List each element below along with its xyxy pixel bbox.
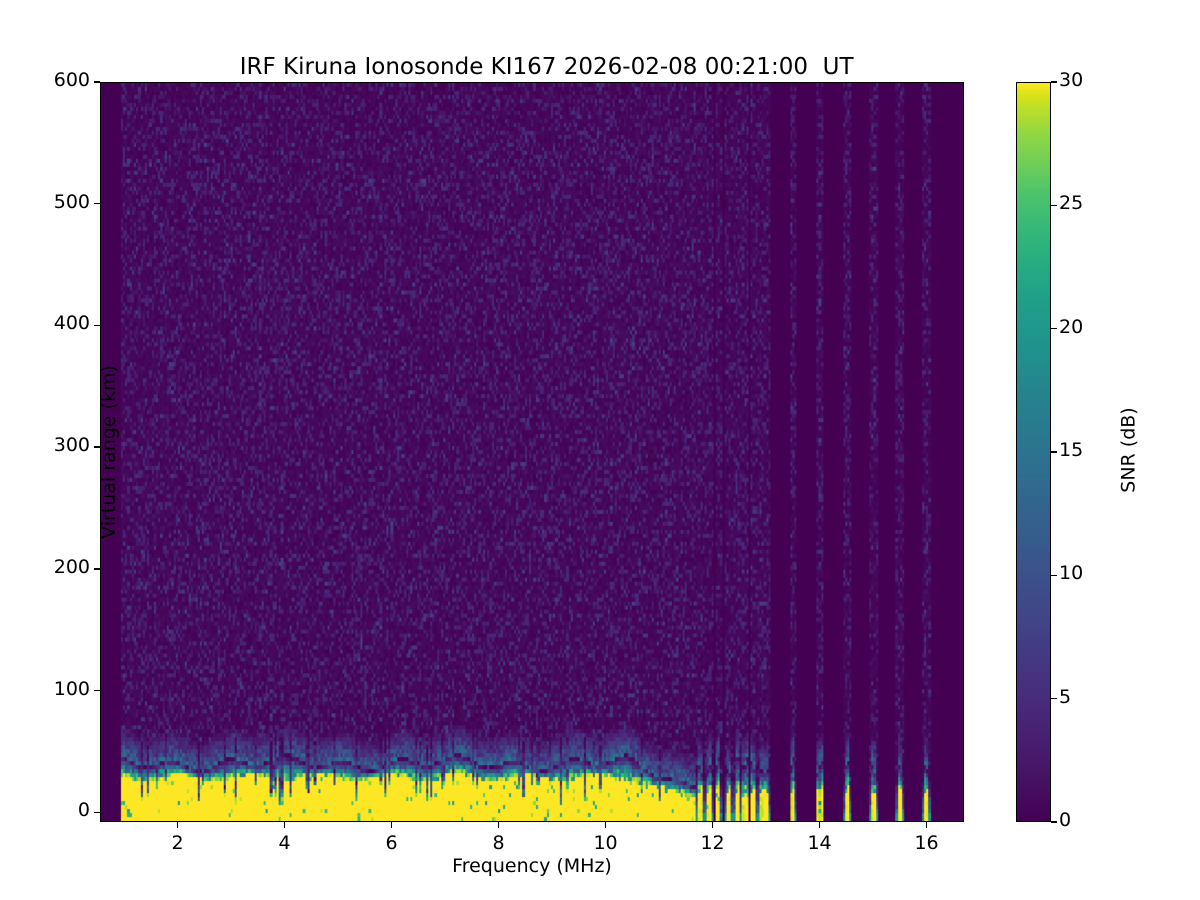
x-tick-mark (711, 822, 714, 828)
ionogram-heatmap (101, 83, 963, 821)
y-tick-label-400: 400 (53, 312, 90, 335)
y-tick-mark (94, 203, 100, 205)
colorbar-tick-label-15: 15 (1059, 439, 1084, 461)
y-tick-mark (94, 324, 100, 327)
x-tick-label-10: 10 (593, 832, 618, 854)
y-tick-label-600: 600 (53, 69, 90, 91)
y-tick-mark (94, 568, 100, 570)
x-tick-mark (390, 822, 393, 828)
colorbar-tick-label-30: 30 (1059, 69, 1084, 91)
x-tick-label-16: 16 (914, 832, 939, 854)
colorbar-tick-mark (1051, 204, 1057, 207)
x-tick-label-12: 12 (700, 832, 725, 854)
colorbar-tick-mark (1051, 81, 1057, 83)
y-tick-label-500: 500 (53, 190, 90, 213)
y-tick-mark (94, 446, 100, 448)
x-tick-label-2: 2 (171, 832, 184, 854)
colorbar-tick-label-5: 5 (1059, 685, 1072, 708)
ionogram-plot-area[interactable] (100, 82, 964, 822)
x-tick-mark (497, 822, 500, 828)
colorbar-tick-mark (1051, 574, 1057, 577)
x-tick-label-8: 8 (492, 832, 505, 854)
colorbar-tick-mark (1051, 821, 1057, 823)
x-tick-mark (818, 822, 821, 828)
title-line-1: IRF Kiruna Ionosonde KI167 2026-02-08 00… (239, 54, 854, 80)
y-tick-label-0: 0 (77, 799, 90, 822)
x-tick-label-4: 4 (278, 832, 291, 854)
y-tick-label-200: 200 (53, 555, 90, 578)
x-tick-mark (925, 822, 928, 828)
colorbar-tick-label-10: 10 (1059, 562, 1084, 585)
x-tick-label-14: 14 (807, 832, 832, 854)
y-tick-mark (94, 81, 100, 83)
colorbar-tick-label-0: 0 (1059, 809, 1072, 831)
colorbar-label: SNR (dB) (1117, 407, 1140, 493)
colorbar-tick-mark (1051, 697, 1057, 700)
x-axis-label: Frequency (MHz) (452, 855, 612, 877)
y-tick-label-300: 300 (53, 434, 90, 457)
y-tick-mark (94, 811, 100, 813)
y-tick-label-100: 100 (53, 677, 90, 700)
x-tick-label-6: 6 (385, 832, 398, 854)
colorbar[interactable] (1016, 82, 1051, 822)
colorbar-tick-mark (1051, 327, 1057, 330)
colorbar-tick-mark (1051, 451, 1057, 453)
colorbar-tick-label-20: 20 (1059, 315, 1084, 338)
y-tick-mark (94, 689, 100, 692)
colorbar-tick-label-25: 25 (1059, 192, 1084, 215)
x-tick-mark (604, 822, 607, 828)
x-tick-mark (176, 822, 179, 828)
x-tick-mark (283, 822, 286, 828)
